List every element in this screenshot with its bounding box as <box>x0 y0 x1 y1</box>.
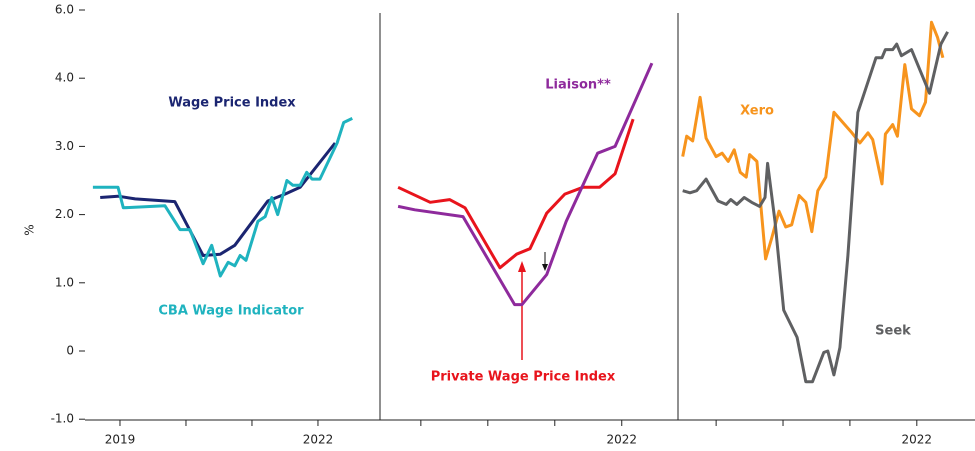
x-tick-label: 2022 <box>606 433 637 447</box>
y-tick-label: 0 <box>66 344 74 358</box>
series-label: CBA Wage Indicator <box>158 304 304 319</box>
y-axis-label: % <box>23 224 37 235</box>
y-tick-label: 2.0 <box>55 207 74 221</box>
annotation-arrowhead <box>542 264 548 271</box>
y-tick-label: 4.0 <box>55 71 74 85</box>
series-line <box>100 142 337 257</box>
series-label: Seek <box>875 324 911 339</box>
series-label: Wage Price Index <box>168 96 296 111</box>
y-tick-label: 3.0 <box>55 139 74 153</box>
series-line <box>681 20 945 261</box>
x-tick-label: 2019 <box>105 433 136 447</box>
series-label: Liaison** <box>545 78 611 93</box>
annotation-arrowhead <box>518 261 526 272</box>
y-tick-label: -1.0 <box>51 412 74 426</box>
x-tick-label: 2022 <box>303 433 334 447</box>
series-line <box>397 118 635 270</box>
y-tick-label: 6.0 <box>55 3 74 17</box>
y-tick-label: 1.0 <box>55 275 74 289</box>
series-line <box>682 31 949 384</box>
x-tick-label: 2022 <box>902 433 933 447</box>
series-line <box>397 62 654 307</box>
series-label: Private Wage Price Index <box>431 370 616 385</box>
series-label: Xero <box>740 104 774 119</box>
series-line <box>92 117 353 278</box>
